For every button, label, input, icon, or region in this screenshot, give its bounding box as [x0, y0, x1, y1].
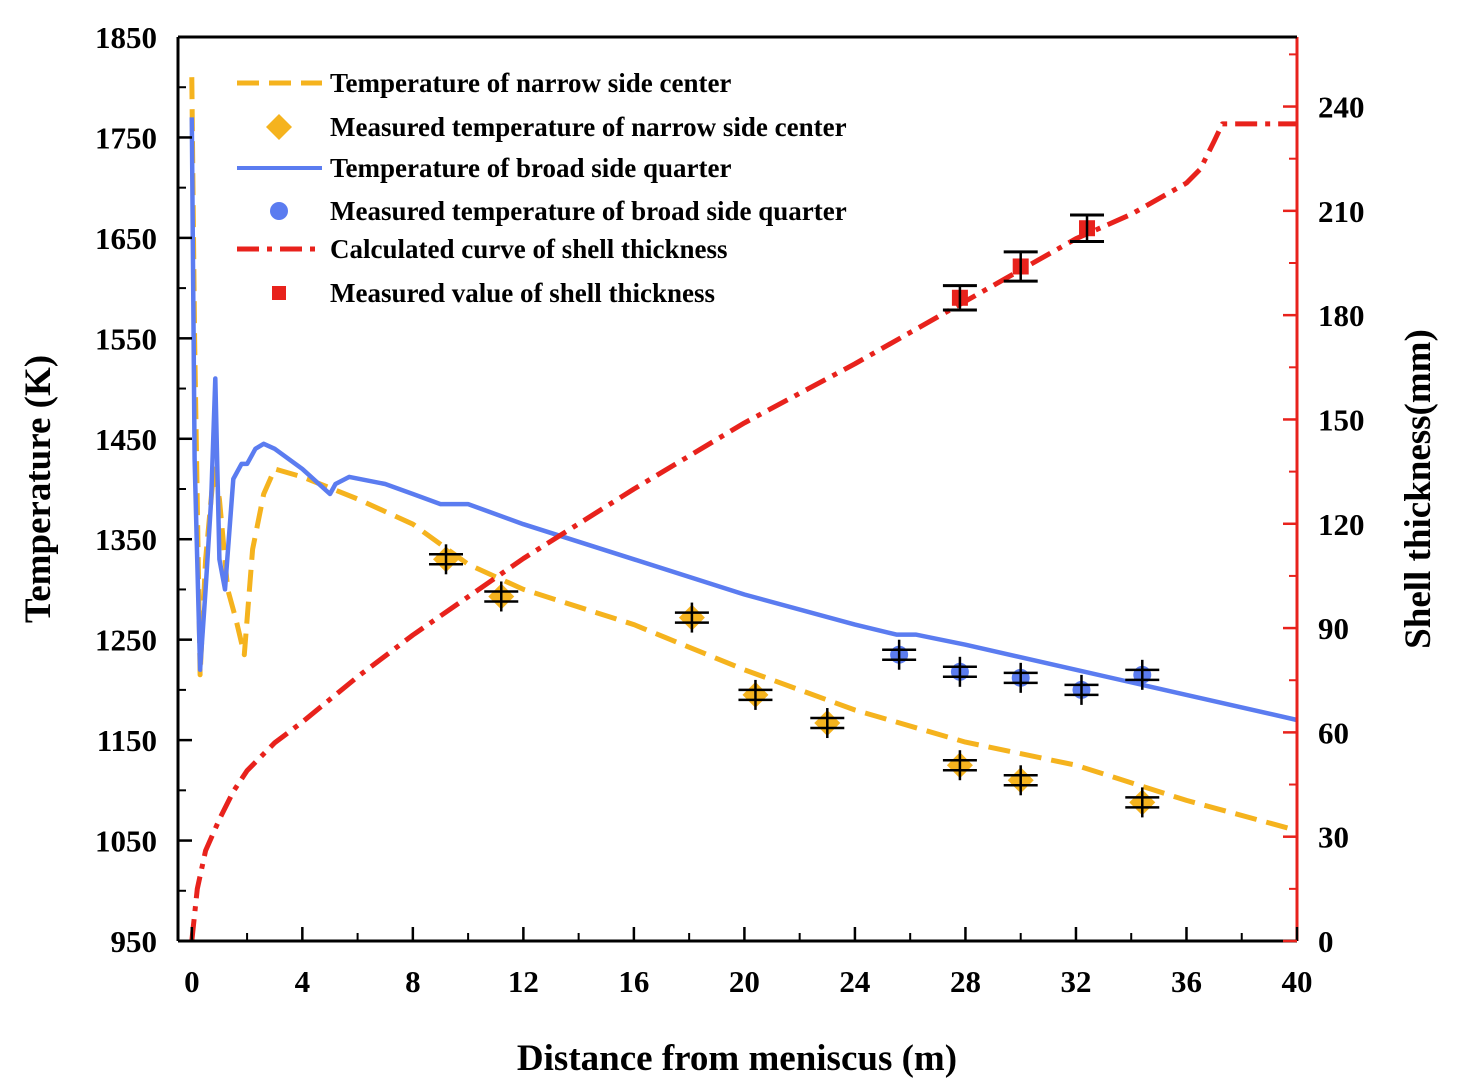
legend: Temperature of narrow side center Measur…	[237, 68, 847, 308]
x-tick-label: 12	[508, 964, 539, 999]
y-left-tick-label: 1250	[95, 623, 157, 658]
x-tick-label: 8	[405, 964, 421, 999]
y-right-tick-label: 60	[1318, 715, 1349, 750]
y-right-axis-title: Shell thickness(mm)	[1398, 329, 1439, 649]
y-left-tick-label: 1050	[95, 824, 157, 859]
y-left-tick-label: 1650	[95, 221, 157, 256]
legend-symbol-narrow-measured	[266, 114, 292, 140]
legend-label-shell-measured: Measured value of shell thickness	[330, 278, 715, 308]
y-left-tick-label: 950	[111, 924, 158, 959]
legend-label-broad-measured: Measured temperature of broad side quart…	[330, 196, 847, 226]
x-tick-label: 0	[184, 964, 200, 999]
y-right-tick-label: 90	[1318, 611, 1349, 646]
y-left-tick-label: 1150	[97, 723, 157, 758]
y-left-tick-label: 1850	[95, 20, 157, 55]
x-axis-title: Distance from meniscus (m)	[517, 1038, 957, 1079]
x-tick-label: 36	[1171, 964, 1202, 999]
legend-label-shell-line: Calculated curve of shell thickness	[330, 234, 728, 264]
axes-layer: 0 4 8 12 16 20 24 28 32 36 40 950 1050 1150 1250 1350 14…	[95, 20, 1365, 999]
legend-label-narrow-line: Temperature of narrow side center	[330, 68, 731, 98]
legend-symbol-shell-measured	[272, 286, 286, 300]
y-right-tick-label: 210	[1318, 194, 1365, 229]
legend-label-narrow-measured: Measured temperature of narrow side cent…	[330, 112, 847, 142]
x-tick-label: 4	[295, 964, 311, 999]
series-line-0	[189, 77, 1298, 833]
y-left-tick-label: 1350	[95, 522, 157, 557]
x-tick-label: 16	[618, 964, 649, 999]
marker-layer	[429, 213, 1160, 818]
y-right-tick-label: 120	[1318, 507, 1365, 542]
x-tick-label: 24	[839, 964, 870, 999]
x-tick-label: 32	[1060, 964, 1091, 999]
y-right-tick-label: 30	[1318, 820, 1349, 855]
y-left-tick-label: 1750	[95, 120, 157, 155]
series-layer	[189, 77, 1298, 942]
y-right-tick-label: 180	[1318, 298, 1365, 333]
x-tick-label: 28	[950, 964, 981, 999]
x-tick-label: 20	[729, 964, 760, 999]
series-line-1	[189, 117, 1298, 723]
y-right-tick-label: 150	[1318, 402, 1365, 437]
legend-label-broad-line: Temperature of broad side quarter	[330, 153, 731, 183]
y-left-axis-title: Temperature (K)	[18, 355, 59, 623]
y-left-tick-label: 1550	[95, 321, 157, 356]
y-right-tick-label: 240	[1318, 90, 1365, 125]
x-tick-label: 40	[1282, 964, 1313, 999]
y-right-tick-label: 0	[1318, 924, 1334, 959]
legend-symbol-broad-measured	[270, 202, 288, 220]
y-left-tick-label: 1450	[95, 422, 157, 457]
